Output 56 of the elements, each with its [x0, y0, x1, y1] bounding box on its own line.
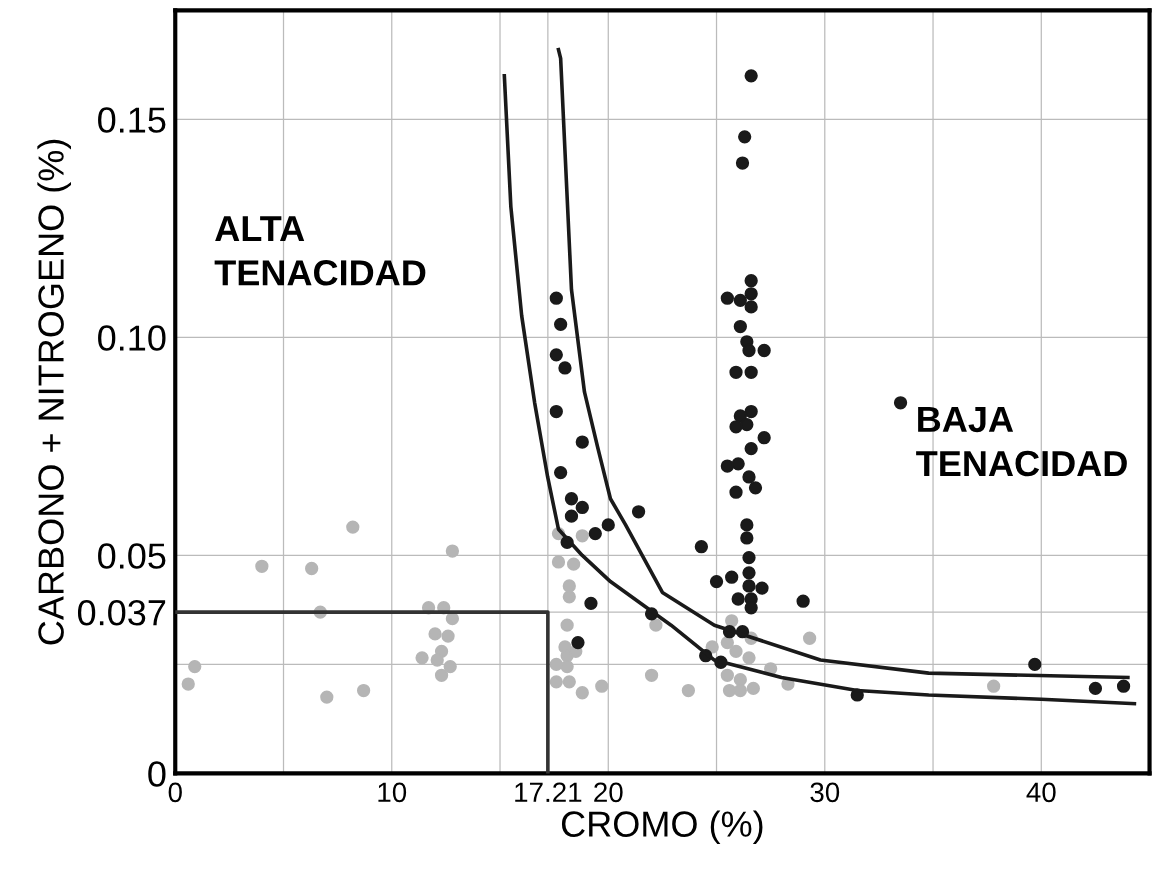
point: [742, 651, 756, 665]
point: [729, 644, 743, 658]
point: [644, 668, 659, 682]
point: [987, 679, 1001, 693]
point: [733, 673, 747, 687]
x-axis-title: CROMO (%): [561, 810, 763, 845]
y-tick-label: 0: [148, 761, 166, 787]
point: [562, 675, 576, 689]
point: [802, 631, 817, 645]
point: [415, 651, 429, 665]
point: [560, 659, 574, 674]
y-tick-label: 0.15: [98, 107, 166, 133]
point: [434, 668, 449, 682]
point: [430, 653, 444, 667]
x-tick-label: 0: [168, 782, 182, 803]
point: [549, 657, 563, 672]
annotation: ALTA TENACIDAD: [214, 216, 426, 286]
point: [720, 635, 734, 650]
point: [305, 561, 319, 576]
y-tick-label: 0.10: [98, 325, 166, 351]
point: [562, 579, 576, 593]
point: [733, 683, 747, 698]
point: [255, 559, 269, 573]
annotation: BAJA TENACIDAD: [916, 407, 1127, 477]
point: [320, 690, 334, 704]
x-tick-label: 17.21: [515, 782, 582, 802]
point: [181, 677, 195, 691]
point: [356, 683, 371, 698]
point: [722, 683, 737, 698]
point: [720, 668, 734, 682]
point: [575, 529, 589, 543]
y-tick-label: 0.05: [98, 543, 166, 569]
y-tick-label: 0.037: [77, 599, 166, 626]
point: [551, 555, 566, 569]
point: [445, 544, 460, 558]
point: [575, 686, 589, 700]
point: [705, 640, 719, 654]
x-tick-label: 20: [594, 782, 623, 803]
point: [428, 627, 442, 641]
point: [562, 590, 576, 604]
point: [549, 675, 563, 689]
point: [595, 679, 609, 693]
point: [346, 520, 360, 534]
point: [649, 618, 663, 632]
x-tick-label: 30: [810, 782, 840, 803]
point: [725, 614, 739, 628]
point: [681, 683, 696, 698]
point: [188, 659, 202, 674]
point: [560, 618, 574, 632]
point: [443, 659, 457, 674]
point: [566, 557, 581, 571]
x-tick-label: 40: [1026, 782, 1056, 803]
point: [746, 681, 760, 696]
point: [441, 629, 455, 643]
x-tick-label: 10: [378, 782, 407, 803]
y-axis-title: CARBONO + NITROGENO (%): [37, 139, 71, 645]
